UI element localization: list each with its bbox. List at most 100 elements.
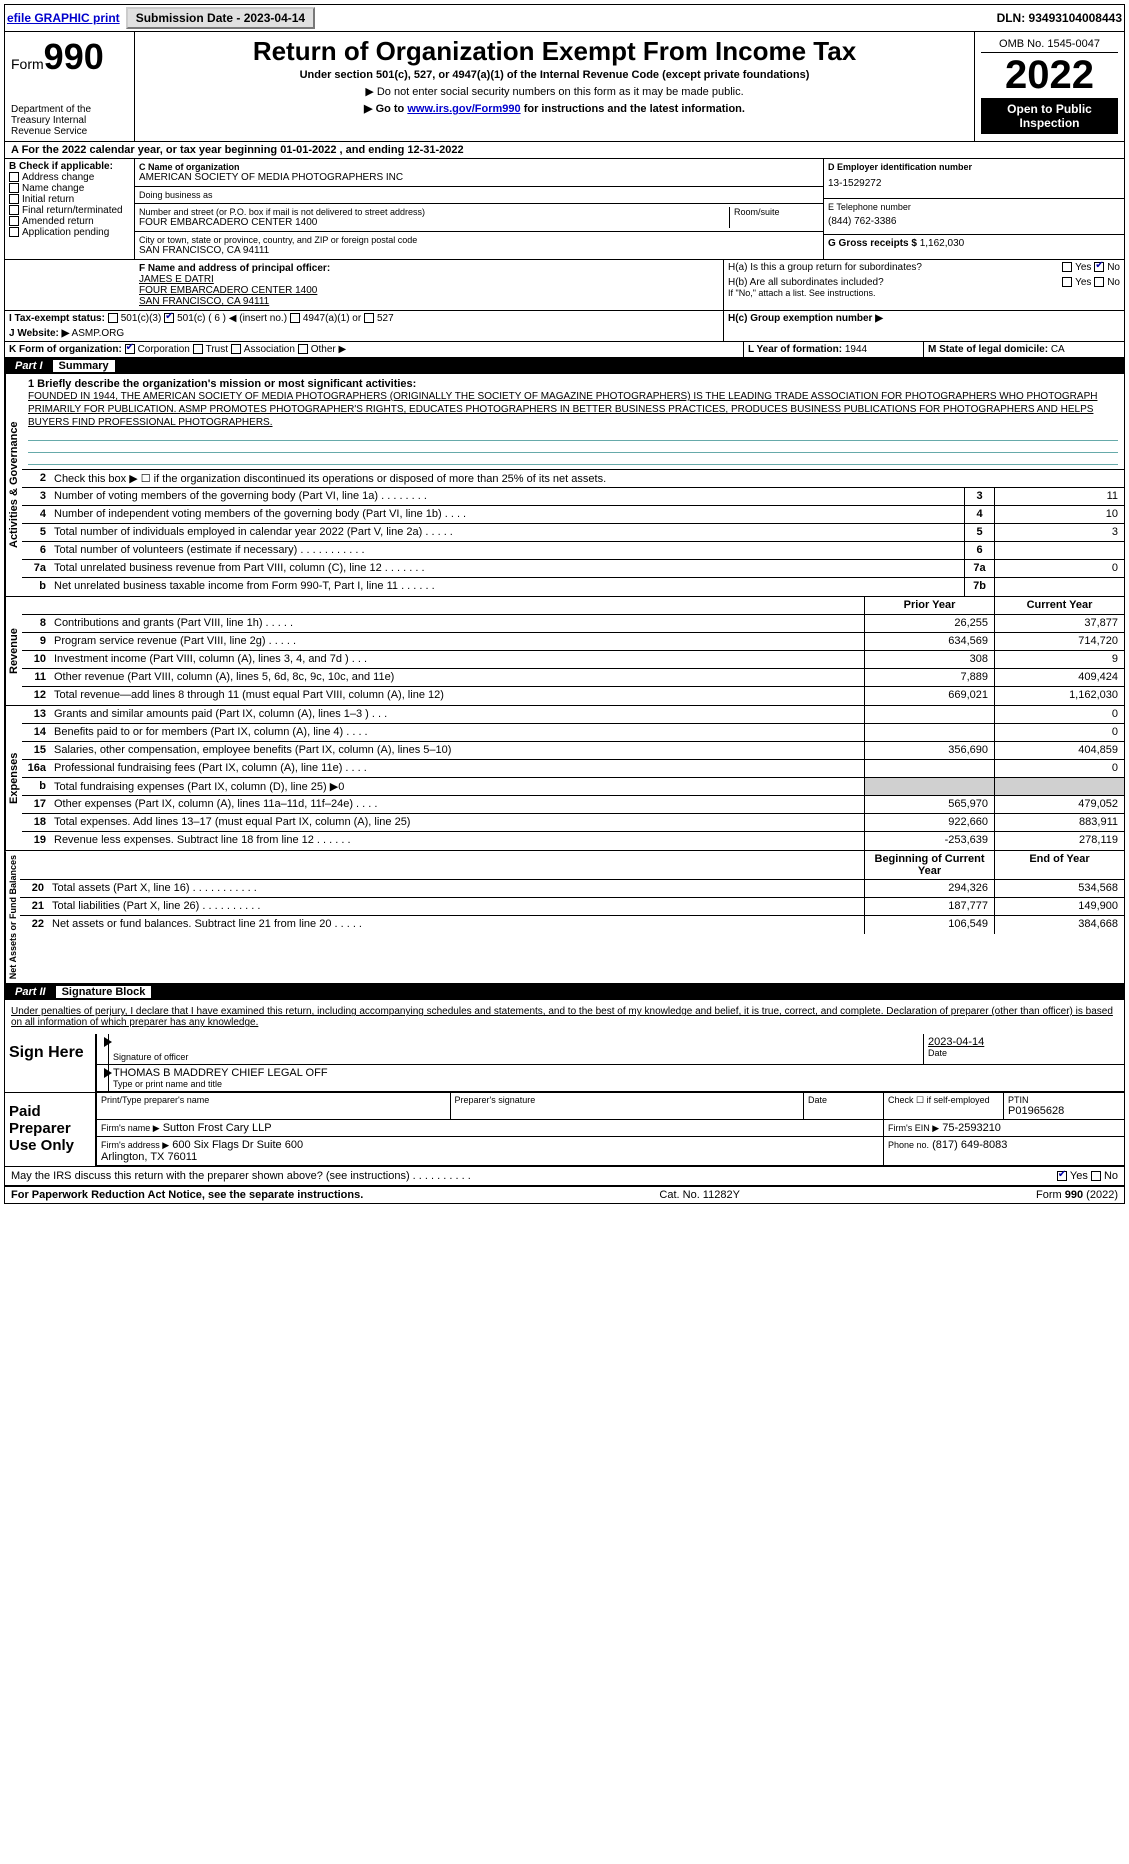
mission-label: 1 Briefly describe the organization's mi… <box>28 378 1118 390</box>
irs-link[interactable]: www.irs.gov/Form990 <box>407 103 520 115</box>
officer-label: F Name and address of principal officer: <box>139 263 719 274</box>
cat-no: Cat. No. 11282Y <box>659 1189 740 1201</box>
colb-checkbox-1[interactable] <box>9 183 19 193</box>
rowk-checkbox-2[interactable] <box>231 344 241 354</box>
form-note2: ▶ Go to www.irs.gov/Form990 for instruct… <box>141 102 968 115</box>
revenue-line: 8Contributions and grants (Part VIII, li… <box>22 615 1124 633</box>
row-a-period: A For the 2022 calendar year, or tax yea… <box>5 142 1124 159</box>
prep-date-label: Date <box>808 1095 879 1105</box>
colb-item: Initial return <box>9 194 130 205</box>
colb-checkbox-5[interactable] <box>9 227 19 237</box>
dept-label: Department of the Treasury Internal Reve… <box>11 104 128 137</box>
efile-link[interactable]: efile GRAPHIC print <box>7 11 120 25</box>
527-checkbox[interactable] <box>364 313 374 323</box>
col-c: C Name of organization AMERICAN SOCIETY … <box>135 159 824 259</box>
colb-item: Address change <box>9 172 130 183</box>
year-formation: 1944 <box>845 344 867 355</box>
activity-line: 7aTotal unrelated business revenue from … <box>22 560 1124 578</box>
expense-line: 13Grants and similar amounts paid (Part … <box>22 706 1124 724</box>
mission-text: FOUNDED IN 1944, THE AMERICAN SOCIETY OF… <box>28 390 1118 429</box>
rowk-checkbox-3[interactable] <box>298 344 308 354</box>
revenue-line: 10Investment income (Part VIII, column (… <box>22 651 1124 669</box>
mission-box: 1 Briefly describe the organization's mi… <box>22 374 1124 470</box>
ha-row: H(a) Is this a group return for subordin… <box>728 262 1120 273</box>
paid-preparer-block: Paid Preparer Use Only Print/Type prepar… <box>5 1093 1124 1167</box>
revenue-line: 12Total revenue—add lines 8 through 11 (… <box>22 687 1124 705</box>
sign-here-block: Sign Here Signature of officer 2023-04-1… <box>5 1034 1124 1093</box>
sig-date-label: Date <box>928 1048 1120 1058</box>
hb-no-checkbox[interactable] <box>1094 277 1104 287</box>
form-note1: ▶ Do not enter social security numbers o… <box>141 85 968 98</box>
colb-checkbox-3[interactable] <box>9 205 19 215</box>
colb-item: Amended return <box>9 216 130 227</box>
activity-line: 2Check this box ▶ ☐ if the organization … <box>22 470 1124 488</box>
501c-checkbox[interactable] <box>164 313 174 323</box>
sig-date: 2023-04-14 <box>928 1036 1120 1048</box>
firm-name-label: Firm's name ▶ <box>101 1123 160 1133</box>
officer-addr2: SAN FRANCISCO, CA 94111 <box>139 296 719 307</box>
dln-label: DLN: 93493104008443 <box>997 11 1122 25</box>
org-name: AMERICAN SOCIETY OF MEDIA PHOTOGRAPHERS … <box>139 172 819 183</box>
netassets-line: 22Net assets or fund balances. Subtract … <box>20 916 1124 934</box>
mayirs-yes-checkbox[interactable] <box>1057 1171 1067 1181</box>
501c3-checkbox[interactable] <box>108 313 118 323</box>
hb-yes-checkbox[interactable] <box>1062 277 1072 287</box>
officer-addr1: FOUR EMBARCADERO CENTER 1400 <box>139 285 719 296</box>
colb-checkbox-2[interactable] <box>9 194 19 204</box>
street-value: FOUR EMBARCADERO CENTER 1400 <box>139 217 729 228</box>
expense-line: 14Benefits paid to or for members (Part … <box>22 724 1124 742</box>
paid-preparer-label: Paid Preparer Use Only <box>5 1093 95 1166</box>
ij-row: I Tax-exempt status: 501(c)(3) 501(c) ( … <box>5 311 1124 342</box>
hc-row: H(c) Group exemption number ▶ <box>724 311 1124 341</box>
check-self: Check ☐ if self-employed <box>888 1095 999 1106</box>
website-value: ASMP.ORG <box>72 328 125 339</box>
expenses-vlabel: Expenses <box>5 706 22 850</box>
form-subtitle: Under section 501(c), 527, or 4947(a)(1)… <box>141 69 968 81</box>
prep-sig-label: Preparer's signature <box>455 1095 800 1105</box>
revenue-header-row: Prior Year Current Year <box>22 597 1124 615</box>
col-b-label: B Check if applicable: <box>9 161 130 172</box>
ha-yes-checkbox[interactable] <box>1062 262 1072 272</box>
firm-ein-label: Firm's EIN ▶ <box>888 1123 939 1133</box>
part1-header: Part I Summary <box>5 358 1124 374</box>
activity-line: 5Total number of individuals employed in… <box>22 524 1124 542</box>
firm-ein: 75-2593210 <box>942 1122 1001 1134</box>
colb-checkbox-0[interactable] <box>9 172 19 182</box>
submission-date-button[interactable]: Submission Date - 2023-04-14 <box>126 7 315 29</box>
form-ref: Form 990 (2022) <box>1036 1189 1118 1201</box>
fh-row: F Name and address of principal officer:… <box>5 260 1124 311</box>
phone-value: (817) 649-8083 <box>932 1139 1007 1151</box>
gross-value: 1,162,030 <box>920 238 965 249</box>
rowk-checkbox-1[interactable] <box>193 344 203 354</box>
mayirs-no-checkbox[interactable] <box>1091 1171 1101 1181</box>
colb-item: Application pending <box>9 227 130 238</box>
rowk-checkbox-0[interactable] <box>125 344 135 354</box>
state-domicile: CA <box>1051 344 1065 355</box>
row-k-label: K Form of organization: <box>9 344 122 355</box>
colb-checkbox-4[interactable] <box>9 216 19 226</box>
col-d: D Employer identification number 13-1529… <box>824 159 1124 259</box>
revenue-section: Revenue Prior Year Current Year 8Contrib… <box>5 597 1124 706</box>
ha-no-checkbox[interactable] <box>1094 262 1104 272</box>
form-footer: For Paperwork Reduction Act Notice, see … <box>5 1186 1124 1203</box>
colb-item: Final return/terminated <box>9 205 130 216</box>
open-inspection: Open to Public Inspection <box>981 98 1118 134</box>
row-j: J Website: ▶ ASMP.ORG <box>9 328 719 339</box>
top-bar: efile GRAPHIC print Submission Date - 20… <box>5 5 1124 32</box>
form-header: Form990 Department of the Treasury Inter… <box>5 32 1124 142</box>
sign-here-label: Sign Here <box>5 1034 95 1092</box>
netassets-line: 20Total assets (Part X, line 16) . . . .… <box>20 880 1124 898</box>
4947-checkbox[interactable] <box>290 313 300 323</box>
ein-label: D Employer identification number <box>828 162 1120 172</box>
form-990: efile GRAPHIC print Submission Date - 20… <box>4 4 1125 1204</box>
ein-value: 13-1529272 <box>828 172 1120 195</box>
prep-name-label: Print/Type preparer's name <box>101 1095 446 1105</box>
netassets-header-row: Beginning of Current Year End of Year <box>20 851 1124 880</box>
officer-name-title-label: Type or print name and title <box>113 1079 1120 1089</box>
firm-name: Sutton Frost Cary LLP <box>163 1122 272 1134</box>
expense-line: 18Total expenses. Add lines 13–17 (must … <box>22 814 1124 832</box>
firm-addr-label: Firm's address ▶ <box>101 1140 169 1150</box>
expense-line: 15Salaries, other compensation, employee… <box>22 742 1124 760</box>
tax-year: 2022 <box>981 53 1118 98</box>
ptin-label: PTIN <box>1008 1095 1120 1105</box>
